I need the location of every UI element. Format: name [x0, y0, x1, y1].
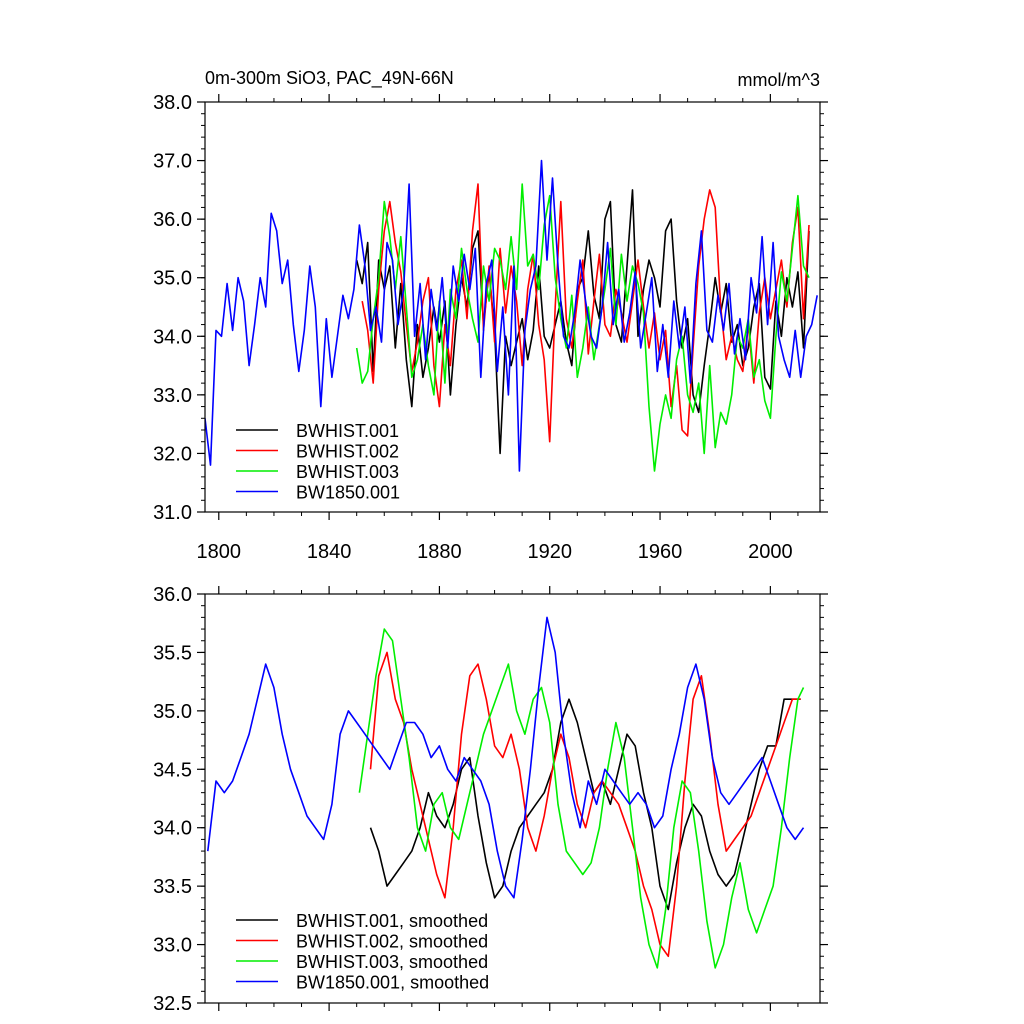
legend-label: BWHIST.003: [296, 462, 399, 482]
series-line-3: [358, 628, 805, 969]
x-tick-label: 1840: [307, 541, 352, 563]
y-tick-label: 38.0: [153, 92, 192, 114]
y-tick-label: 34.0: [153, 326, 192, 348]
series-line-4: [207, 616, 805, 899]
y-tick-label: 31.0: [153, 502, 192, 524]
top-panel-title: 0m-300m SiO3, PAC_49N-66N: [205, 68, 454, 89]
x-tick-label: 1800: [197, 541, 242, 563]
y-tick-label: 33.0: [153, 385, 192, 407]
top-panel: 0m-300m SiO3, PAC_49N-66N mmol/m^3 31.03…: [153, 68, 828, 563]
y-tick-label: 37.0: [153, 151, 192, 173]
y-tick-label: 35.0: [153, 701, 192, 723]
axes: 32.5 33.0 33.5 34.0 34.5 35.0 35.5 36.0: [153, 584, 828, 1015]
y-tick-label: 32.0: [153, 443, 192, 465]
legend-label: BW1850.001, smoothed: [296, 973, 489, 993]
plot-frame: [204, 593, 821, 1004]
y-tick-label: 32.5: [153, 993, 192, 1015]
plot-frame: [204, 101, 821, 513]
y-tick-label: 35.5: [153, 642, 192, 664]
series-lines: [205, 159, 818, 472]
legend-label: BWHIST.001, smoothed: [296, 911, 488, 931]
x-tick-label: 2000: [748, 541, 793, 563]
y-tick-label: 36.0: [153, 584, 192, 606]
series-line-1: [369, 698, 801, 911]
y-tick-label: 34.5: [153, 759, 192, 781]
y-tick-label: 33.0: [153, 935, 192, 957]
series-lines: [207, 616, 805, 969]
top-panel-units: mmol/m^3: [738, 70, 820, 90]
y-tick-label: 34.0: [153, 818, 192, 840]
x-tick-label: 1920: [527, 541, 572, 563]
x-tick-label: 1960: [638, 541, 683, 563]
legend-label: BWHIST.003, smoothed: [296, 952, 488, 972]
series-line-4: [205, 159, 818, 472]
legend-label: BWHIST.002, smoothed: [296, 932, 488, 952]
legend-label: BW1850.001: [296, 483, 400, 503]
x-tick-label: 1880: [417, 541, 462, 563]
y-tick-label: 33.5: [153, 876, 192, 898]
y-tick-label: 35.0: [153, 268, 192, 290]
legend-label: BWHIST.002: [296, 442, 399, 462]
axes: 31.0 32.0 33.0 34.0 35.0 36.0 37.0 38.0 1800 1840…: [153, 92, 828, 563]
y-tick-label: 36.0: [153, 209, 192, 231]
legend-label: BWHIST.001: [296, 421, 399, 441]
bottom-panel: 32.5 33.0 33.5 34.0 34.5 35.0 35.5 36.0 BWHIST.0…: [153, 584, 828, 1015]
series-line-2: [369, 651, 801, 958]
series-line-3: [355, 183, 810, 472]
